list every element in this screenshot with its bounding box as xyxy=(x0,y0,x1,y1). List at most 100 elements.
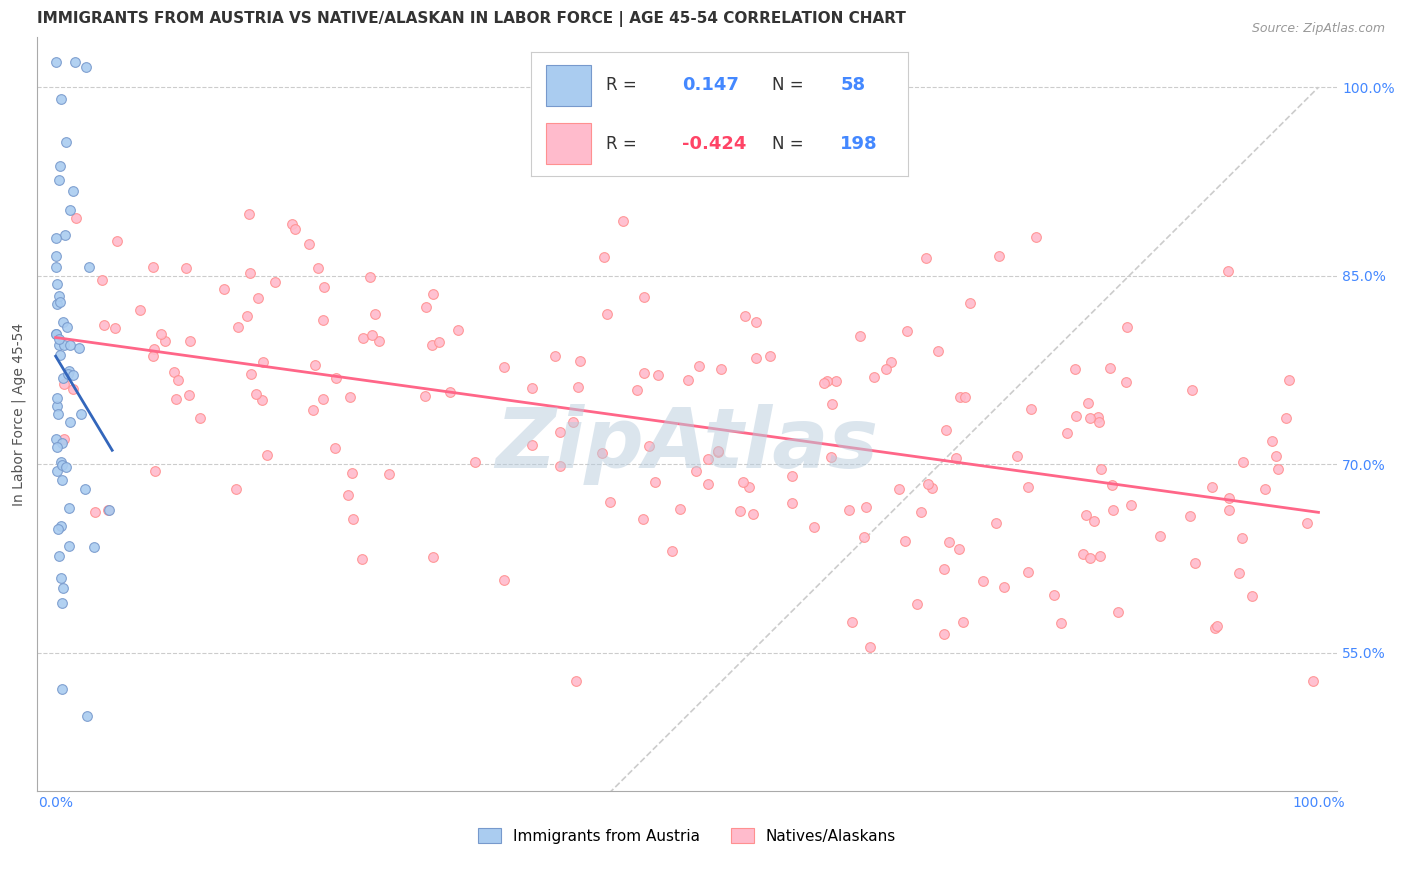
Point xyxy=(1071,547,1094,561)
Point xyxy=(548,425,571,439)
Point xyxy=(153,334,176,348)
Point xyxy=(339,390,361,404)
Point xyxy=(304,358,326,372)
Point xyxy=(728,504,751,518)
Point xyxy=(48,173,70,187)
Point xyxy=(1017,565,1039,579)
Point xyxy=(889,482,911,496)
Point xyxy=(1078,411,1101,425)
Point xyxy=(596,307,619,321)
Point xyxy=(734,309,756,323)
Point xyxy=(352,331,374,345)
Point xyxy=(1180,508,1202,523)
Point xyxy=(429,334,451,349)
Point xyxy=(225,482,247,496)
Point xyxy=(46,407,69,421)
Point xyxy=(264,275,287,289)
Point xyxy=(591,446,613,460)
Point xyxy=(949,390,972,404)
Point xyxy=(492,359,515,374)
Point xyxy=(256,448,278,462)
Point xyxy=(49,455,72,469)
Point xyxy=(562,415,585,429)
Point xyxy=(1184,556,1206,570)
Point xyxy=(825,374,848,388)
Point xyxy=(1056,425,1078,440)
Point xyxy=(58,539,80,553)
Point xyxy=(1267,462,1289,476)
Point xyxy=(62,382,84,396)
Point xyxy=(252,354,274,368)
Point xyxy=(48,294,70,309)
Point xyxy=(915,251,938,265)
Point xyxy=(104,321,127,335)
Point xyxy=(128,302,150,317)
Point xyxy=(48,289,70,303)
Point xyxy=(688,359,710,373)
Point xyxy=(1042,588,1064,602)
Point xyxy=(46,464,69,478)
Point xyxy=(76,708,98,723)
Point xyxy=(56,320,79,334)
Point xyxy=(51,681,73,696)
Point xyxy=(959,295,981,310)
Point xyxy=(1088,415,1111,429)
Point xyxy=(55,460,77,475)
Point xyxy=(46,399,69,413)
Point xyxy=(813,376,835,390)
Point xyxy=(284,222,307,236)
Point xyxy=(51,473,73,487)
Point xyxy=(238,207,260,221)
Point xyxy=(307,260,329,275)
Point xyxy=(51,519,73,533)
Point xyxy=(863,370,886,384)
Point xyxy=(1302,673,1324,688)
Point xyxy=(567,380,589,394)
Point xyxy=(55,136,77,150)
Point xyxy=(896,324,918,338)
Point xyxy=(312,313,335,327)
Point xyxy=(337,488,360,502)
Point xyxy=(948,541,970,556)
Point xyxy=(838,503,860,517)
Point xyxy=(245,386,267,401)
Point xyxy=(250,392,273,407)
Point xyxy=(145,464,167,478)
Point xyxy=(1063,362,1085,376)
Point xyxy=(48,332,70,346)
Point xyxy=(83,541,105,555)
Point xyxy=(1115,375,1137,389)
Point xyxy=(368,334,391,348)
Point xyxy=(464,455,486,469)
Point xyxy=(58,500,80,515)
Point xyxy=(226,319,249,334)
Point xyxy=(1102,502,1125,516)
Text: IMMIGRANTS FROM AUSTRIA VS NATIVE/ALASKAN IN LABOR FORCE | AGE 45-54 CORRELATION: IMMIGRANTS FROM AUSTRIA VS NATIVE/ALASKA… xyxy=(37,11,905,27)
Point xyxy=(59,337,82,351)
Point xyxy=(45,440,67,454)
Point xyxy=(492,573,515,587)
Point xyxy=(742,507,765,521)
Point xyxy=(77,260,100,275)
Point xyxy=(63,55,86,70)
Point xyxy=(696,476,718,491)
Point xyxy=(49,348,72,362)
Point xyxy=(1241,590,1264,604)
Point xyxy=(46,391,69,405)
Point xyxy=(945,451,967,466)
Point xyxy=(75,60,97,74)
Point xyxy=(841,615,863,629)
Point xyxy=(420,338,443,352)
Point xyxy=(661,543,683,558)
Point xyxy=(142,350,165,364)
Point xyxy=(1295,516,1317,530)
Point xyxy=(987,249,1010,263)
Point xyxy=(45,277,67,291)
Point xyxy=(1278,373,1301,387)
Point xyxy=(51,436,73,450)
Point xyxy=(1064,409,1087,424)
Point xyxy=(905,597,928,611)
Point xyxy=(212,283,235,297)
Point xyxy=(107,235,129,249)
Point xyxy=(1149,529,1171,543)
